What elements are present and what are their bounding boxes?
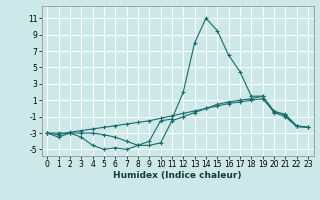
- X-axis label: Humidex (Indice chaleur): Humidex (Indice chaleur): [113, 171, 242, 180]
